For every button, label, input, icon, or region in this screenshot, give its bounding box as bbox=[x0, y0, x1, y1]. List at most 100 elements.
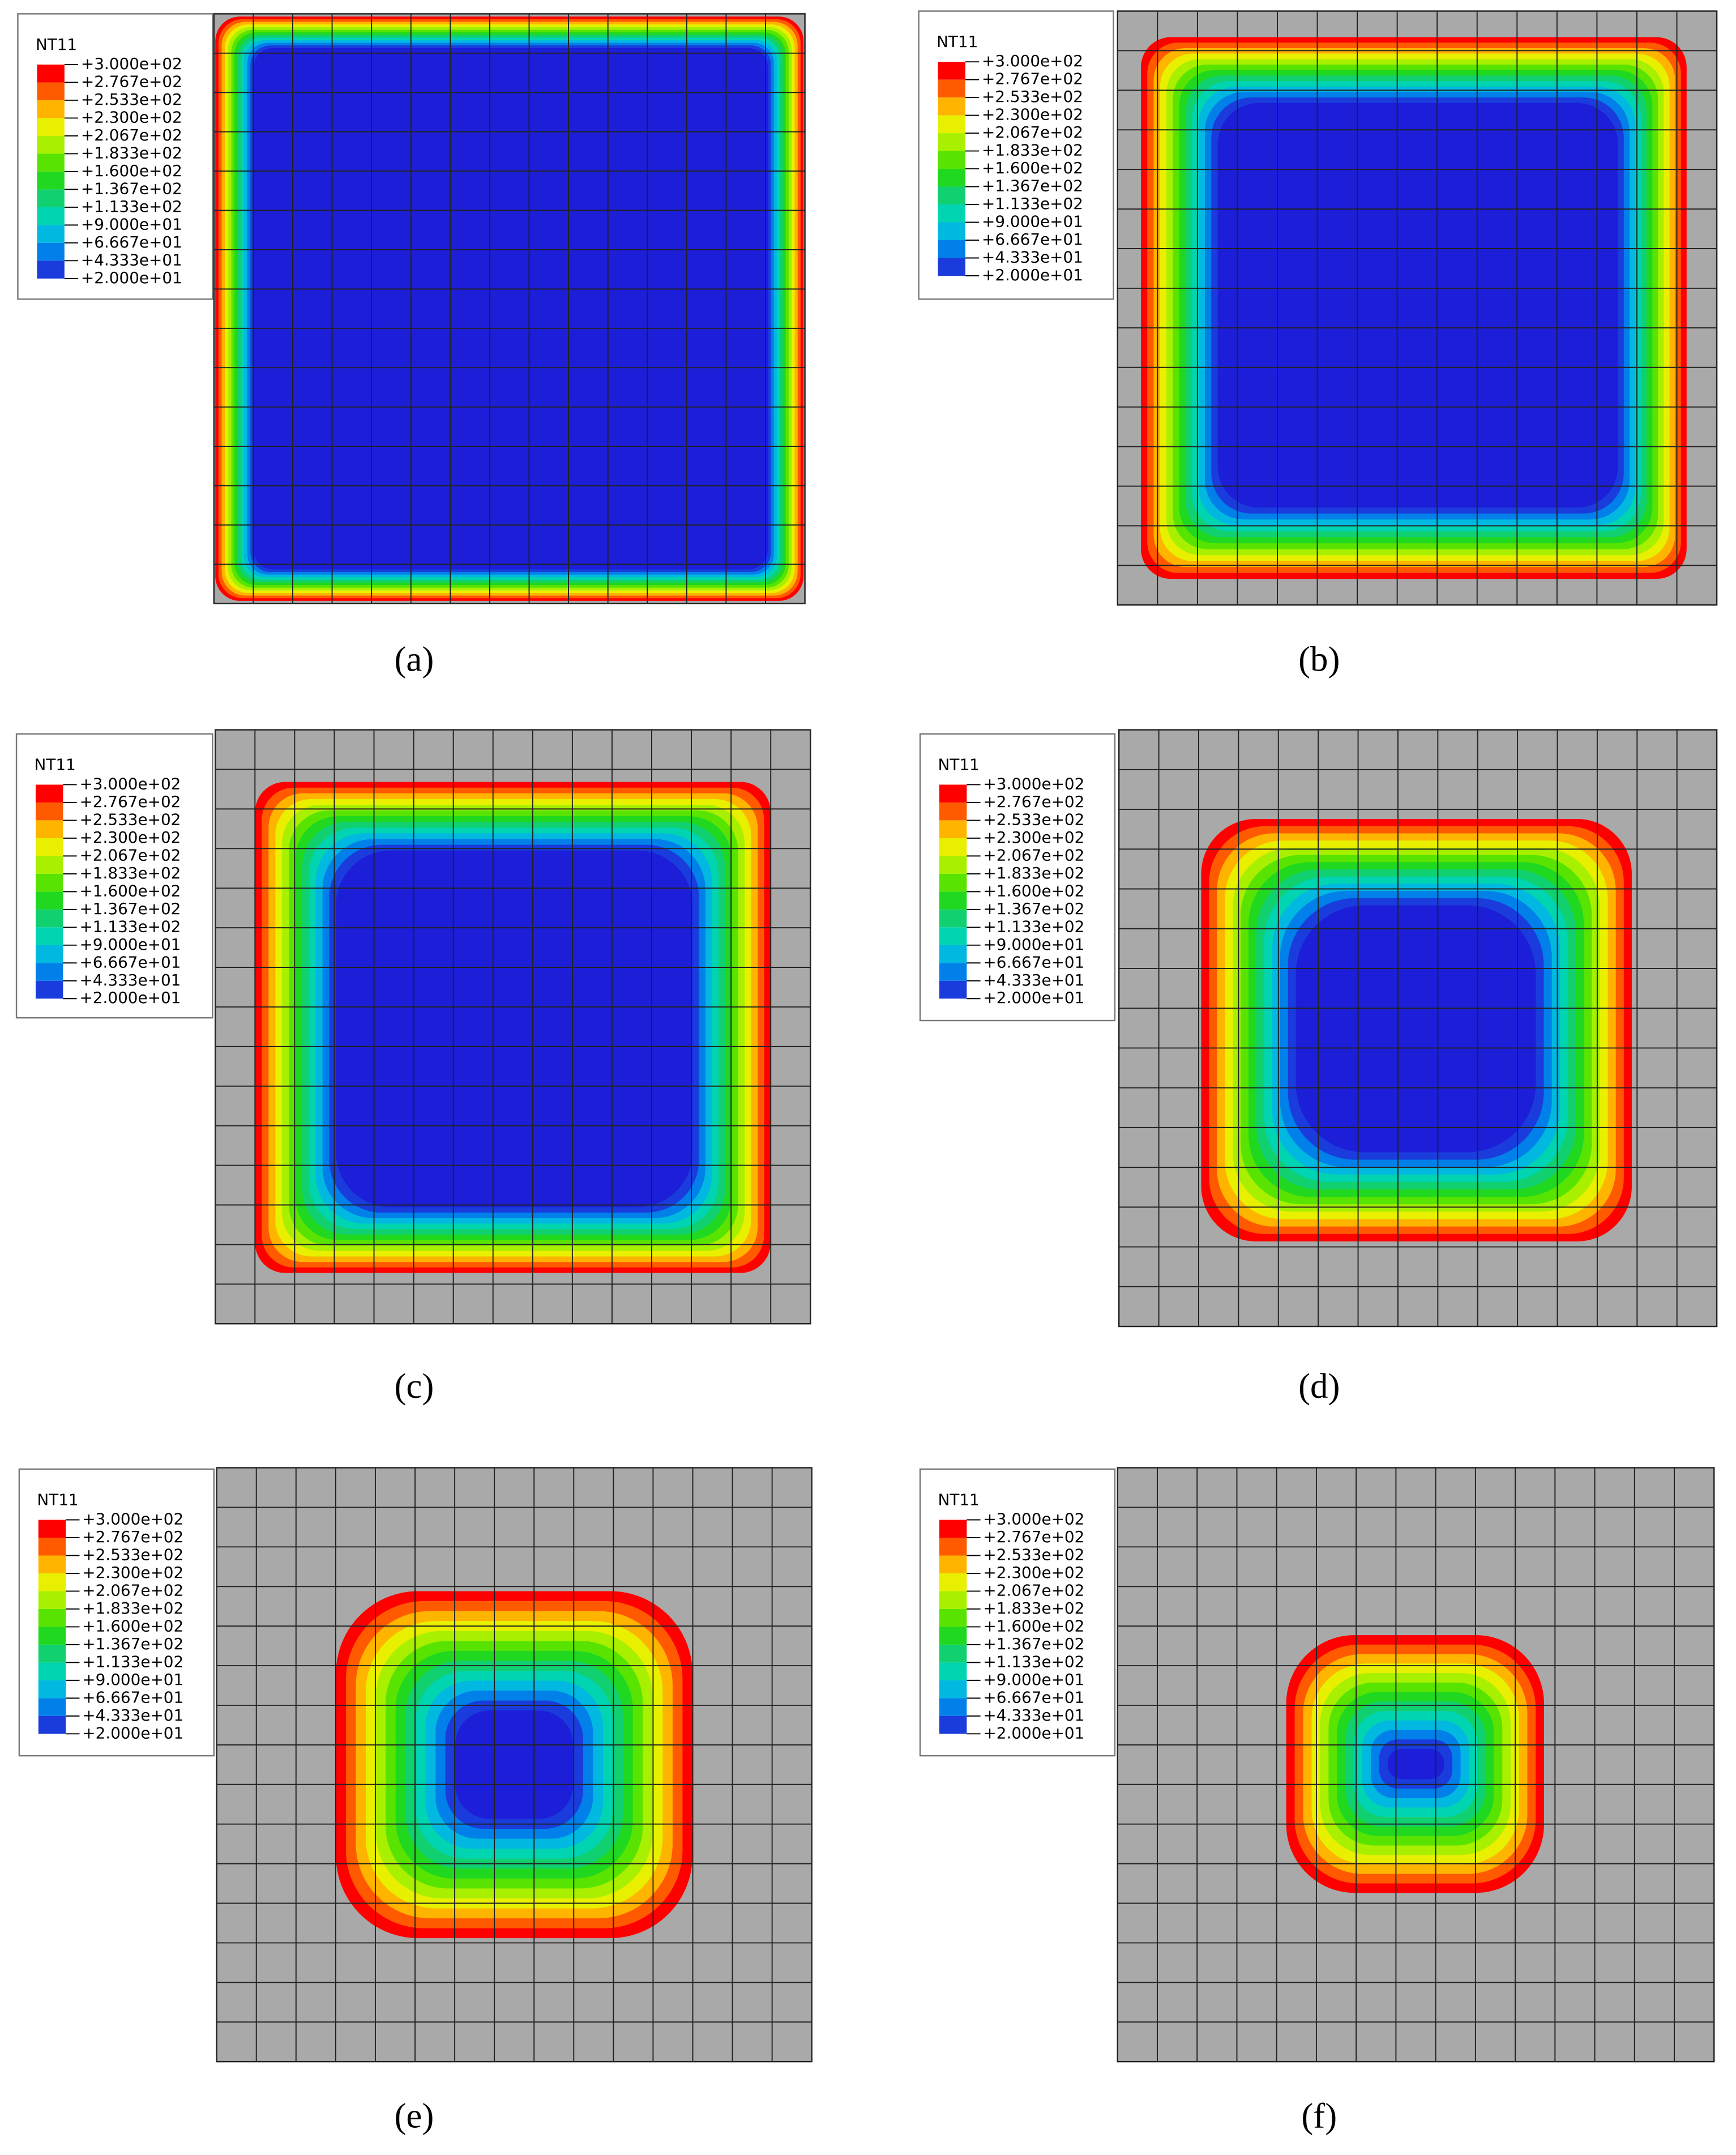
legend-swatch bbox=[37, 189, 65, 207]
legend-swatch bbox=[38, 1627, 66, 1645]
legend-swatch bbox=[37, 82, 65, 100]
panel: NT11+3.000e+02+2.767e+02+2.533e+02+2.300… bbox=[919, 729, 1718, 1406]
legend-swatch bbox=[938, 97, 965, 116]
legend-swatch bbox=[939, 1591, 967, 1609]
legend-swatch bbox=[939, 945, 967, 963]
legend-level: +3.000e+02 bbox=[982, 52, 1083, 70]
legend-title: NT11 bbox=[35, 756, 76, 774]
legend-level: +6.667e+01 bbox=[81, 233, 182, 251]
legend-level: +2.767e+02 bbox=[983, 1527, 1084, 1546]
legend-swatch bbox=[939, 1608, 967, 1627]
legend-level: +9.000e+01 bbox=[79, 935, 181, 954]
legend-swatch bbox=[35, 927, 63, 945]
legend-swatch bbox=[35, 838, 63, 856]
legend-level: +1.367e+02 bbox=[82, 1635, 183, 1653]
panel-caption: (c) bbox=[394, 1366, 434, 1406]
legend-level: +2.300e+02 bbox=[81, 108, 182, 126]
legend-level: +4.333e+01 bbox=[983, 1706, 1084, 1725]
legend-level: +4.333e+01 bbox=[79, 971, 181, 989]
legend-swatch bbox=[939, 1555, 967, 1573]
legend-level: +1.833e+02 bbox=[983, 1599, 1084, 1618]
legend-level: +2.767e+02 bbox=[81, 72, 182, 91]
legend-swatch bbox=[938, 186, 965, 205]
contour-band bbox=[254, 48, 768, 570]
legend-title: NT11 bbox=[37, 1491, 78, 1509]
legend-swatch bbox=[939, 1662, 967, 1680]
legend-swatch bbox=[938, 169, 965, 187]
legend-level: +1.833e+02 bbox=[82, 1599, 183, 1618]
legend-swatch bbox=[35, 963, 63, 981]
legend-swatch bbox=[939, 963, 967, 981]
legend-swatch bbox=[938, 222, 965, 240]
legend-level: +3.000e+02 bbox=[983, 1510, 1084, 1529]
mesh-border bbox=[1117, 1467, 1715, 2063]
legend-swatch bbox=[939, 1627, 967, 1645]
legend-level: +2.300e+02 bbox=[82, 1563, 183, 1582]
legend-level: +1.367e+02 bbox=[983, 1635, 1084, 1653]
legend-level: +2.067e+02 bbox=[982, 123, 1083, 142]
legend-level: +2.300e+02 bbox=[983, 828, 1084, 847]
legend-swatch bbox=[939, 891, 967, 910]
legend-swatch bbox=[38, 1555, 66, 1573]
legend-level: +1.367e+02 bbox=[81, 179, 182, 198]
legend-swatch bbox=[38, 1538, 66, 1556]
legend-level: +1.133e+02 bbox=[79, 917, 181, 936]
panel-caption: (b) bbox=[1298, 639, 1340, 678]
legend-swatch bbox=[35, 891, 63, 910]
legend-swatch bbox=[35, 909, 63, 928]
panel: NT11+3.000e+02+2.767e+02+2.533e+02+2.300… bbox=[918, 10, 1718, 678]
legend-level: +1.133e+02 bbox=[82, 1652, 183, 1671]
legend-swatch bbox=[939, 1716, 967, 1734]
legend-title: NT11 bbox=[36, 35, 77, 54]
panel: NT11+3.000e+02+2.767e+02+2.533e+02+2.300… bbox=[919, 1467, 1715, 2135]
legend-level: +1.367e+02 bbox=[982, 177, 1083, 195]
legend-swatch bbox=[37, 207, 65, 225]
legend-level: +1.133e+02 bbox=[81, 197, 182, 216]
legend-swatch bbox=[939, 1520, 967, 1538]
legend-swatch bbox=[38, 1680, 66, 1699]
legend-level: +1.833e+02 bbox=[983, 864, 1084, 882]
legend-swatch bbox=[38, 1716, 66, 1734]
legend-level: +4.333e+01 bbox=[982, 247, 1083, 266]
legend-level: +2.533e+02 bbox=[982, 87, 1083, 106]
legend-level: +1.600e+02 bbox=[982, 159, 1083, 177]
legend-swatch bbox=[38, 1520, 66, 1538]
legend-level: +1.833e+02 bbox=[81, 143, 182, 162]
panel: NT11+3.000e+02+2.767e+02+2.533e+02+2.300… bbox=[17, 13, 806, 678]
legend-level: +2.767e+02 bbox=[82, 1527, 183, 1546]
legend-level: +2.000e+01 bbox=[81, 268, 182, 287]
legend-swatch bbox=[939, 820, 967, 838]
legend-level: +2.067e+02 bbox=[82, 1581, 183, 1599]
legend-swatch bbox=[938, 151, 965, 169]
contour-band bbox=[1387, 1748, 1444, 1780]
legend-swatch bbox=[938, 79, 965, 98]
legend-level: +3.000e+02 bbox=[79, 774, 181, 793]
legend-level: +2.300e+02 bbox=[982, 105, 1083, 124]
legend-swatch bbox=[938, 204, 965, 223]
legend-swatch bbox=[37, 100, 65, 118]
legend-level: +9.000e+01 bbox=[982, 212, 1083, 231]
legend-level: +2.000e+01 bbox=[983, 988, 1084, 1007]
legend-swatch bbox=[938, 133, 965, 151]
legend-level: +2.533e+02 bbox=[79, 810, 181, 829]
contour-band bbox=[455, 1710, 574, 1819]
legend-level: +4.333e+01 bbox=[81, 250, 182, 269]
legend-swatch bbox=[939, 1538, 967, 1556]
legend-title: NT11 bbox=[937, 32, 978, 51]
legend-swatch bbox=[38, 1662, 66, 1680]
legend-level: +1.600e+02 bbox=[81, 161, 182, 180]
legend-level: +4.333e+01 bbox=[82, 1706, 183, 1725]
legend-swatch bbox=[939, 1698, 967, 1716]
legend-title: NT11 bbox=[938, 756, 980, 774]
legend-swatch bbox=[938, 258, 965, 276]
legend-level: +2.533e+02 bbox=[983, 1545, 1084, 1564]
legend-level: +2.533e+02 bbox=[81, 90, 182, 109]
legend-level: +6.667e+01 bbox=[983, 953, 1084, 971]
legend-swatch bbox=[939, 927, 967, 945]
legend-level: +9.000e+01 bbox=[983, 1670, 1084, 1689]
legend-swatch bbox=[38, 1644, 66, 1663]
legend-swatch bbox=[939, 1573, 967, 1591]
legend-level: +1.600e+02 bbox=[983, 1616, 1084, 1635]
legend-swatch bbox=[37, 242, 65, 261]
